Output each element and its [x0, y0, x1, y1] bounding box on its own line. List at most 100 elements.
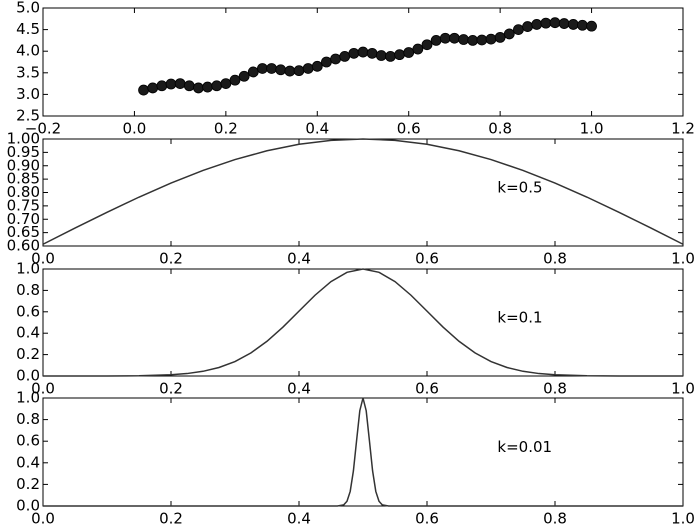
x-tick-label: 1.0: [671, 250, 695, 268]
y-tick-label: 5.0: [16, 0, 40, 17]
y-tick-label: 0.75: [7, 196, 40, 214]
y-tick-label: 0.8: [16, 410, 40, 428]
scatter-point: [357, 46, 369, 58]
x-tick-label: 0.2: [159, 250, 183, 268]
x-tick-label: 0.4: [287, 250, 311, 268]
scatter-point: [229, 74, 241, 86]
scatter-point: [138, 84, 149, 96]
scatter-point: [403, 47, 415, 58]
annotation: k=0.5: [497, 179, 542, 197]
y-tick-label: 0.8: [16, 281, 40, 299]
x-tick-label: 0.8: [543, 510, 567, 528]
x-tick-label: 0.4: [305, 120, 329, 138]
scatter-point: [522, 21, 533, 32]
scatter-point: [439, 32, 451, 44]
y-tick-label: 0.6: [16, 302, 40, 320]
scatter-point: [202, 81, 213, 93]
y-tick-label: 1.0: [16, 389, 40, 407]
scatter-point: [266, 63, 277, 74]
scatter-point: [293, 65, 305, 77]
scatter-point: [385, 50, 396, 62]
scatter-point: [165, 78, 177, 90]
scatter-point: [421, 39, 433, 51]
x-tick-label: 1.0: [671, 380, 695, 398]
x-tick-label: 1.0: [580, 120, 604, 138]
x-tick-label: 0.0: [31, 510, 55, 528]
scatter-point: [485, 33, 497, 45]
scatter-point: [412, 43, 424, 55]
scatter-point: [321, 56, 332, 68]
scatter-point: [513, 24, 524, 36]
axes-frame: [42, 7, 684, 117]
y-tick-label: 0.0: [16, 367, 40, 385]
y-tick-label: 3.0: [16, 85, 40, 103]
scatter-point: [238, 70, 250, 82]
y-tick-label: 4.0: [16, 42, 40, 60]
x-tick-label: −0.2: [25, 120, 61, 138]
scatter-point: [476, 34, 488, 46]
x-tick-label: 0.2: [214, 120, 238, 138]
annotation: k=0.1: [497, 309, 542, 327]
x-tick-label: 0.0: [31, 380, 55, 398]
y-tick-label: 0.85: [7, 170, 40, 188]
scatter-point: [549, 17, 561, 29]
axes-frame: [42, 138, 684, 247]
scatter-point: [394, 49, 405, 61]
curve: [43, 397, 683, 507]
scatter-point: [586, 20, 597, 32]
scatter-point: [348, 47, 360, 59]
scatter-point: [147, 82, 159, 94]
y-tick-label: 0.60: [7, 237, 40, 255]
y-tick-label: 0.95: [7, 143, 40, 161]
scatter-point: [558, 18, 570, 29]
scatter-point: [257, 63, 268, 74]
y-tick-label: 0.2: [16, 475, 40, 493]
y-tick-label: 0.4: [16, 453, 40, 471]
scatter-point: [174, 78, 186, 89]
scatter-point: [494, 31, 506, 43]
scatter-point: [302, 63, 314, 74]
scatter-point: [211, 80, 223, 92]
y-tick-label: 0.0: [16, 497, 40, 515]
scatter-point: [183, 80, 195, 92]
scatter-point: [220, 78, 232, 89]
scatter-point: [458, 34, 469, 45]
y-tick-label: 0.80: [7, 183, 40, 201]
y-tick-label: 0.6: [16, 432, 40, 450]
scatter-point: [531, 19, 543, 30]
x-tick-label: 1.2: [671, 120, 695, 138]
scatter-point: [577, 19, 588, 31]
y-tick-label: 0.2: [16, 345, 40, 363]
x-tick-label: 0.6: [397, 120, 421, 138]
scatter-point: [567, 19, 579, 30]
scatter-point: [375, 50, 387, 61]
annotation: k=0.01: [497, 438, 552, 456]
x-tick-label: 0.4: [287, 380, 311, 398]
scatter-point: [330, 53, 341, 65]
scatter-point: [366, 47, 378, 59]
scatter-point: [311, 60, 323, 72]
y-tick-label: 3.5: [16, 63, 40, 81]
scatter-point: [193, 82, 204, 94]
x-tick-label: 0.2: [159, 380, 183, 398]
curve: [43, 268, 683, 377]
scatter-point: [430, 35, 442, 46]
y-tick-label: 2.5: [16, 107, 40, 125]
x-tick-label: 0.2: [159, 510, 183, 528]
x-tick-label: 0.8: [488, 120, 512, 138]
axes-frame: [42, 268, 684, 377]
x-tick-label: 0.8: [543, 250, 567, 268]
x-tick-label: 0.0: [122, 120, 146, 138]
scatter-point: [467, 35, 479, 46]
scatter-point: [247, 66, 259, 78]
x-tick-label: 0.0: [31, 250, 55, 268]
x-tick-label: 1.0: [671, 510, 695, 528]
y-tick-label: 1.00: [7, 130, 40, 148]
x-tick-label: 0.6: [415, 250, 439, 268]
scatter-point: [284, 65, 296, 77]
scatter-point: [503, 28, 515, 40]
x-tick-label: 0.4: [287, 510, 311, 528]
axes-frame: [42, 397, 684, 507]
scatter-point: [275, 64, 287, 76]
y-tick-label: 0.4: [16, 324, 40, 342]
